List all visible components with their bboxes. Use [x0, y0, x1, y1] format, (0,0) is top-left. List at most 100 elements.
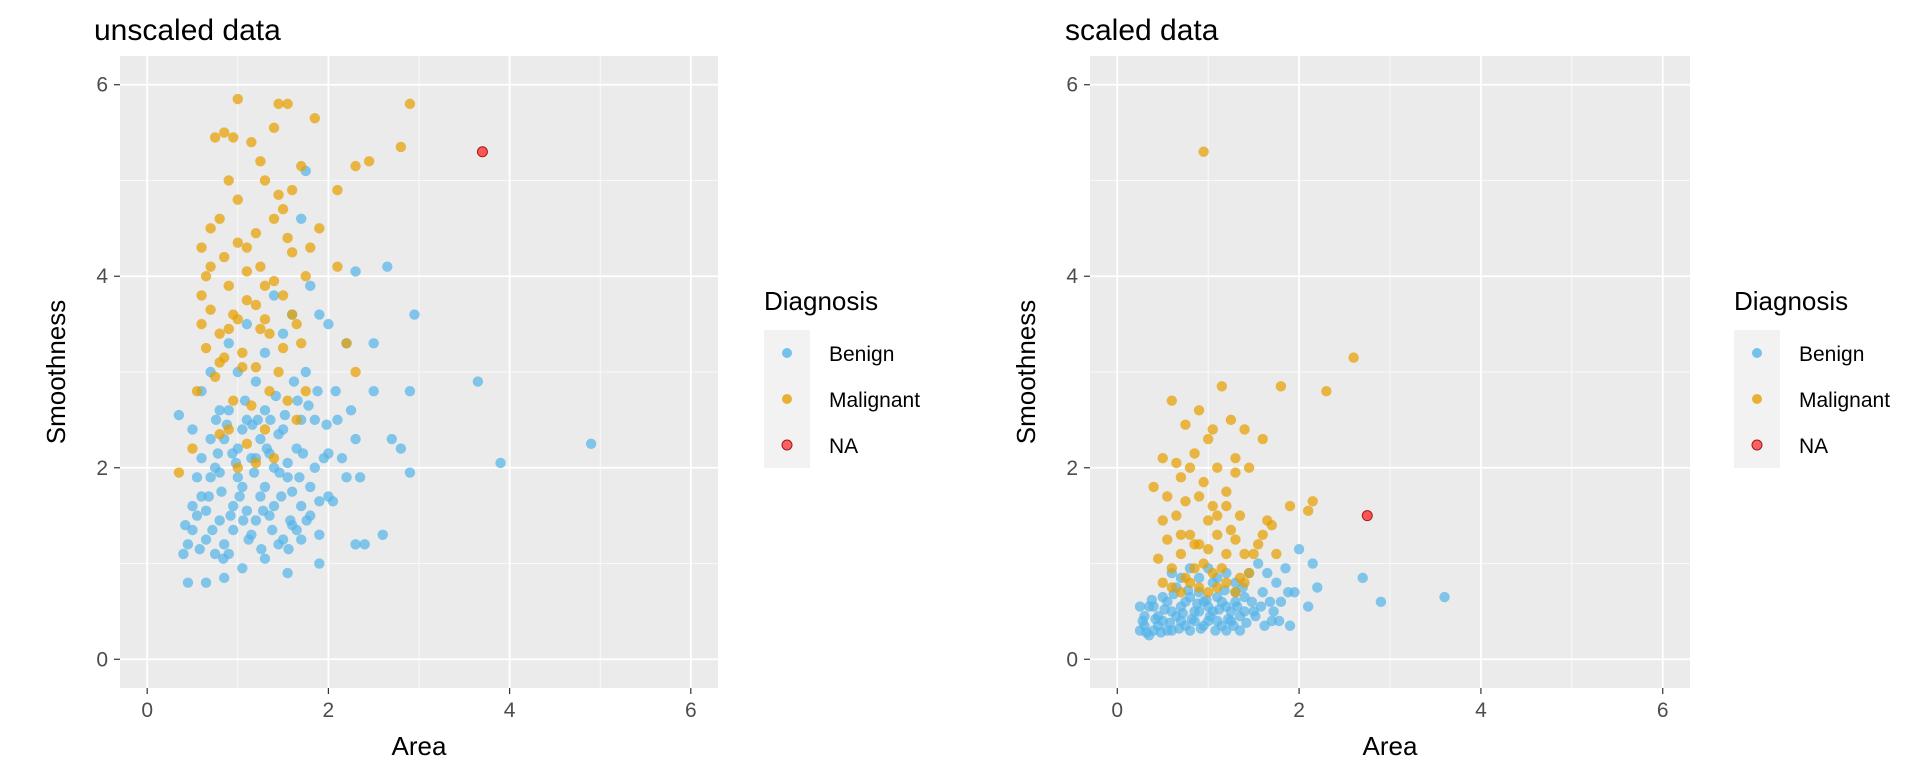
- data-point: [216, 486, 227, 497]
- data-point: [1257, 529, 1268, 540]
- data-point: [1164, 617, 1176, 629]
- x-tick-label: 6: [1657, 699, 1669, 722]
- data-point: [1189, 563, 1200, 574]
- data-point: [259, 347, 271, 359]
- x-tick-label: 2: [323, 699, 335, 722]
- data-point: [200, 271, 212, 282]
- data-point: [214, 328, 225, 339]
- data-point: [1225, 524, 1237, 536]
- data-point: [1198, 146, 1209, 157]
- data-point: [205, 223, 216, 234]
- data-point: [350, 266, 361, 277]
- data-point: [1171, 510, 1182, 521]
- data-point: [255, 156, 266, 167]
- data-point: [1155, 627, 1167, 638]
- legend: Diagnosis Benign Malignant NA: [764, 286, 920, 468]
- data-point: [178, 548, 189, 560]
- data-point: [1271, 577, 1282, 588]
- data-point: [1175, 587, 1187, 598]
- data-point: [1180, 419, 1191, 430]
- data-point: [228, 132, 239, 143]
- data-point: [1248, 548, 1259, 560]
- data-point: [1262, 567, 1273, 579]
- data-point: [1157, 577, 1168, 588]
- data-point: [218, 352, 230, 363]
- data-point: [1225, 414, 1237, 426]
- data-point: [1157, 515, 1168, 526]
- data-point: [259, 405, 271, 416]
- y-axis-title: Smoothness: [41, 300, 71, 445]
- data-point: [1239, 424, 1250, 435]
- data-point: [1361, 510, 1373, 522]
- data-point: [1239, 577, 1250, 588]
- data-point: [276, 491, 287, 502]
- data-point: [1184, 529, 1196, 540]
- data-point: [203, 491, 214, 502]
- data-point: [223, 323, 234, 335]
- data-point: [1234, 510, 1246, 521]
- data-point: [382, 261, 393, 272]
- data-point: [350, 160, 361, 172]
- data-point: [296, 500, 307, 512]
- data-point: [200, 342, 212, 354]
- data-point: [1213, 604, 1225, 615]
- data-point: [1302, 601, 1314, 612]
- y-tick-label: 6: [1066, 74, 1078, 97]
- data-point: [332, 414, 343, 426]
- data-point: [257, 505, 269, 517]
- legend: Diagnosis Benign Malignant NA: [1734, 286, 1890, 468]
- data-point: [259, 314, 271, 325]
- legend-label-benign: Benign: [1799, 343, 1864, 366]
- data-point: [291, 414, 302, 426]
- data-point: [209, 548, 221, 560]
- series-na: [476, 146, 488, 158]
- data-point: [386, 433, 398, 445]
- data-point: [268, 275, 280, 287]
- data-point: [1282, 587, 1294, 598]
- data-point: [1241, 617, 1252, 629]
- data-point: [1293, 543, 1305, 555]
- data-point: [300, 385, 311, 397]
- data-point: [332, 261, 343, 272]
- data-point: [250, 376, 262, 387]
- data-point: [214, 405, 225, 416]
- data-point: [300, 271, 311, 282]
- data-point: [1175, 548, 1187, 560]
- data-point: [282, 395, 293, 406]
- data-point: [182, 539, 194, 550]
- data-point: [255, 261, 266, 272]
- data-point: [214, 515, 225, 526]
- data-point: [314, 223, 325, 234]
- data-point: [250, 227, 262, 239]
- data-point: [246, 136, 257, 148]
- data-point: [277, 534, 289, 545]
- data-point: [1228, 620, 1239, 631]
- data-point: [1162, 491, 1173, 502]
- data-point: [187, 424, 198, 435]
- data-point: [1221, 486, 1232, 497]
- data-point: [1230, 467, 1241, 478]
- data-point: [279, 409, 291, 421]
- data-point: [196, 290, 207, 301]
- data-point: [238, 515, 249, 526]
- data-point: [282, 472, 293, 483]
- data-point: [212, 448, 224, 459]
- data-point: [1192, 598, 1203, 609]
- data-point: [585, 438, 597, 450]
- data-point: [218, 127, 230, 138]
- data-point: [404, 98, 416, 110]
- data-point: [288, 376, 300, 387]
- data-point: [273, 189, 284, 201]
- data-point: [205, 304, 216, 315]
- data-point: [314, 309, 325, 320]
- data-point: [261, 443, 272, 454]
- data-point: [196, 242, 207, 253]
- data-point: [1264, 596, 1276, 608]
- data-point: [1212, 462, 1223, 473]
- data-point: [286, 247, 298, 258]
- data-point: [1246, 596, 1258, 608]
- data-point: [305, 280, 316, 292]
- data-point: [180, 520, 191, 531]
- data-points: [1134, 146, 1450, 641]
- data-point: [1284, 500, 1296, 512]
